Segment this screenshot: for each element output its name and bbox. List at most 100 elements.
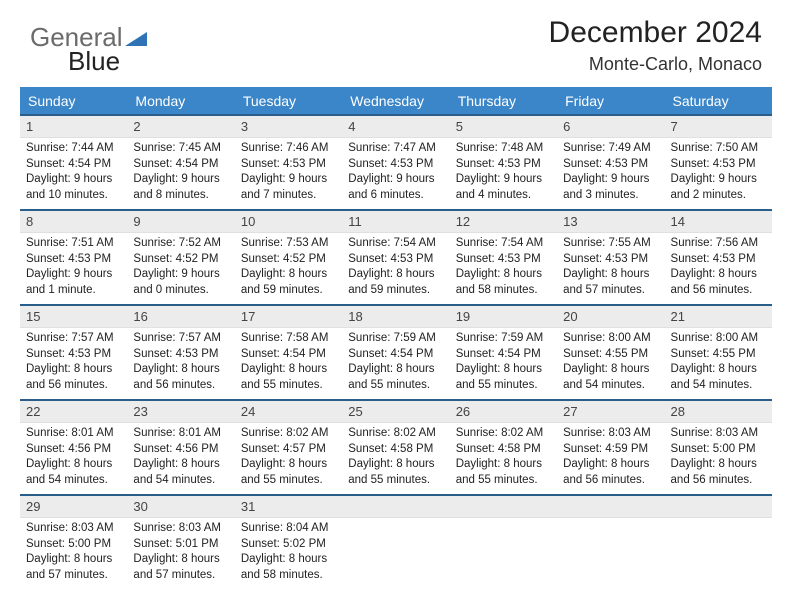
day-number: 14 bbox=[665, 211, 772, 233]
calendar-day-cell: 18Sunrise: 7:59 AMSunset: 4:54 PMDayligh… bbox=[342, 305, 449, 400]
day-number: 16 bbox=[127, 306, 234, 328]
day-number: 23 bbox=[127, 401, 234, 423]
day-info: Sunrise: 7:51 AMSunset: 4:53 PMDaylight:… bbox=[20, 233, 127, 304]
day-number: 15 bbox=[20, 306, 127, 328]
day-number: 27 bbox=[557, 401, 664, 423]
day-info: Sunrise: 8:03 AMSunset: 5:00 PMDaylight:… bbox=[20, 518, 127, 589]
day-info: Sunrise: 7:54 AMSunset: 4:53 PMDaylight:… bbox=[342, 233, 449, 304]
calendar-week-row: 22Sunrise: 8:01 AMSunset: 4:56 PMDayligh… bbox=[20, 400, 772, 495]
brand-triangle-icon bbox=[125, 32, 147, 48]
calendar-day-cell: 30Sunrise: 8:03 AMSunset: 5:01 PMDayligh… bbox=[127, 495, 234, 589]
calendar-day-cell: 15Sunrise: 7:57 AMSunset: 4:53 PMDayligh… bbox=[20, 305, 127, 400]
day-number: 4 bbox=[342, 116, 449, 138]
calendar-day-cell: 22Sunrise: 8:01 AMSunset: 4:56 PMDayligh… bbox=[20, 400, 127, 495]
day-info: Sunrise: 7:57 AMSunset: 4:53 PMDaylight:… bbox=[127, 328, 234, 399]
day-info: Sunrise: 7:49 AMSunset: 4:53 PMDaylight:… bbox=[557, 138, 664, 209]
day-number-empty: . bbox=[557, 496, 664, 518]
brand-word-2-wrap: Blue bbox=[68, 46, 120, 77]
calendar-day-cell: . bbox=[450, 495, 557, 589]
calendar-day-cell: 20Sunrise: 8:00 AMSunset: 4:55 PMDayligh… bbox=[557, 305, 664, 400]
day-info: Sunrise: 8:00 AMSunset: 4:55 PMDaylight:… bbox=[557, 328, 664, 399]
calendar-header-row: Sunday Monday Tuesday Wednesday Thursday… bbox=[20, 88, 772, 116]
day-info: Sunrise: 7:47 AMSunset: 4:53 PMDaylight:… bbox=[342, 138, 449, 209]
day-number: 6 bbox=[557, 116, 664, 138]
day-number: 9 bbox=[127, 211, 234, 233]
day-info: Sunrise: 8:03 AMSunset: 5:01 PMDaylight:… bbox=[127, 518, 234, 589]
day-number: 12 bbox=[450, 211, 557, 233]
day-info: Sunrise: 8:02 AMSunset: 4:58 PMDaylight:… bbox=[342, 423, 449, 494]
day-number: 24 bbox=[235, 401, 342, 423]
calendar-week-row: 1Sunrise: 7:44 AMSunset: 4:54 PMDaylight… bbox=[20, 115, 772, 210]
day-number: 25 bbox=[342, 401, 449, 423]
day-number-empty: . bbox=[665, 496, 772, 518]
day-info: Sunrise: 8:01 AMSunset: 4:56 PMDaylight:… bbox=[20, 423, 127, 494]
calendar-day-cell: 11Sunrise: 7:54 AMSunset: 4:53 PMDayligh… bbox=[342, 210, 449, 305]
day-number: 11 bbox=[342, 211, 449, 233]
calendar-week-row: 15Sunrise: 7:57 AMSunset: 4:53 PMDayligh… bbox=[20, 305, 772, 400]
calendar-day-cell: 29Sunrise: 8:03 AMSunset: 5:00 PMDayligh… bbox=[20, 495, 127, 589]
day-number: 1 bbox=[20, 116, 127, 138]
calendar-day-cell: 17Sunrise: 7:58 AMSunset: 4:54 PMDayligh… bbox=[235, 305, 342, 400]
day-info: Sunrise: 7:52 AMSunset: 4:52 PMDaylight:… bbox=[127, 233, 234, 304]
day-info: Sunrise: 7:53 AMSunset: 4:52 PMDaylight:… bbox=[235, 233, 342, 304]
calendar-day-cell: 24Sunrise: 8:02 AMSunset: 4:57 PMDayligh… bbox=[235, 400, 342, 495]
calendar-day-cell: . bbox=[342, 495, 449, 589]
calendar-day-cell: 26Sunrise: 8:02 AMSunset: 4:58 PMDayligh… bbox=[450, 400, 557, 495]
day-number-empty: . bbox=[342, 496, 449, 518]
calendar-week-row: 29Sunrise: 8:03 AMSunset: 5:00 PMDayligh… bbox=[20, 495, 772, 589]
day-number: 26 bbox=[450, 401, 557, 423]
day-info: Sunrise: 7:59 AMSunset: 4:54 PMDaylight:… bbox=[342, 328, 449, 399]
day-info: Sunrise: 8:01 AMSunset: 4:56 PMDaylight:… bbox=[127, 423, 234, 494]
calendar-day-cell: 12Sunrise: 7:54 AMSunset: 4:53 PMDayligh… bbox=[450, 210, 557, 305]
day-info: Sunrise: 7:50 AMSunset: 4:53 PMDaylight:… bbox=[665, 138, 772, 209]
brand-word-2: Blue bbox=[68, 46, 120, 76]
day-info: Sunrise: 8:03 AMSunset: 5:00 PMDaylight:… bbox=[665, 423, 772, 494]
day-number: 7 bbox=[665, 116, 772, 138]
day-number: 31 bbox=[235, 496, 342, 518]
day-number: 13 bbox=[557, 211, 664, 233]
day-info: Sunrise: 8:00 AMSunset: 4:55 PMDaylight:… bbox=[665, 328, 772, 399]
calendar-day-cell: 27Sunrise: 8:03 AMSunset: 4:59 PMDayligh… bbox=[557, 400, 664, 495]
calendar-day-cell: . bbox=[665, 495, 772, 589]
day-info: Sunrise: 8:03 AMSunset: 4:59 PMDaylight:… bbox=[557, 423, 664, 494]
calendar-day-cell: 9Sunrise: 7:52 AMSunset: 4:52 PMDaylight… bbox=[127, 210, 234, 305]
calendar-day-cell: 21Sunrise: 8:00 AMSunset: 4:55 PMDayligh… bbox=[665, 305, 772, 400]
calendar-day-cell: 25Sunrise: 8:02 AMSunset: 4:58 PMDayligh… bbox=[342, 400, 449, 495]
calendar-day-cell: 13Sunrise: 7:55 AMSunset: 4:53 PMDayligh… bbox=[557, 210, 664, 305]
calendar-table: Sunday Monday Tuesday Wednesday Thursday… bbox=[20, 87, 772, 589]
day-number: 20 bbox=[557, 306, 664, 328]
day-number: 18 bbox=[342, 306, 449, 328]
day-info: Sunrise: 7:48 AMSunset: 4:53 PMDaylight:… bbox=[450, 138, 557, 209]
calendar-day-cell: 31Sunrise: 8:04 AMSunset: 5:02 PMDayligh… bbox=[235, 495, 342, 589]
day-number: 17 bbox=[235, 306, 342, 328]
day-info: Sunrise: 7:46 AMSunset: 4:53 PMDaylight:… bbox=[235, 138, 342, 209]
day-number: 30 bbox=[127, 496, 234, 518]
day-info: Sunrise: 7:56 AMSunset: 4:53 PMDaylight:… bbox=[665, 233, 772, 304]
weekday-header: Sunday bbox=[20, 88, 127, 116]
day-number: 5 bbox=[450, 116, 557, 138]
calendar-week-row: 8Sunrise: 7:51 AMSunset: 4:53 PMDaylight… bbox=[20, 210, 772, 305]
weekday-header: Tuesday bbox=[235, 88, 342, 116]
day-number: 3 bbox=[235, 116, 342, 138]
day-number: 28 bbox=[665, 401, 772, 423]
calendar-day-cell: 5Sunrise: 7:48 AMSunset: 4:53 PMDaylight… bbox=[450, 115, 557, 210]
weekday-header: Saturday bbox=[665, 88, 772, 116]
calendar-day-cell: 8Sunrise: 7:51 AMSunset: 4:53 PMDaylight… bbox=[20, 210, 127, 305]
day-info: Sunrise: 7:59 AMSunset: 4:54 PMDaylight:… bbox=[450, 328, 557, 399]
calendar-day-cell: 3Sunrise: 7:46 AMSunset: 4:53 PMDaylight… bbox=[235, 115, 342, 210]
calendar-day-cell: 19Sunrise: 7:59 AMSunset: 4:54 PMDayligh… bbox=[450, 305, 557, 400]
weekday-header: Thursday bbox=[450, 88, 557, 116]
day-info: Sunrise: 7:45 AMSunset: 4:54 PMDaylight:… bbox=[127, 138, 234, 209]
calendar-day-cell: 2Sunrise: 7:45 AMSunset: 4:54 PMDaylight… bbox=[127, 115, 234, 210]
day-info: Sunrise: 8:02 AMSunset: 4:58 PMDaylight:… bbox=[450, 423, 557, 494]
day-info: Sunrise: 7:58 AMSunset: 4:54 PMDaylight:… bbox=[235, 328, 342, 399]
calendar-day-cell: 7Sunrise: 7:50 AMSunset: 4:53 PMDaylight… bbox=[665, 115, 772, 210]
day-number: 2 bbox=[127, 116, 234, 138]
day-number: 8 bbox=[20, 211, 127, 233]
weekday-header: Friday bbox=[557, 88, 664, 116]
day-info: Sunrise: 8:02 AMSunset: 4:57 PMDaylight:… bbox=[235, 423, 342, 494]
day-number: 10 bbox=[235, 211, 342, 233]
calendar-day-cell: . bbox=[557, 495, 664, 589]
weekday-header: Monday bbox=[127, 88, 234, 116]
calendar-day-cell: 14Sunrise: 7:56 AMSunset: 4:53 PMDayligh… bbox=[665, 210, 772, 305]
